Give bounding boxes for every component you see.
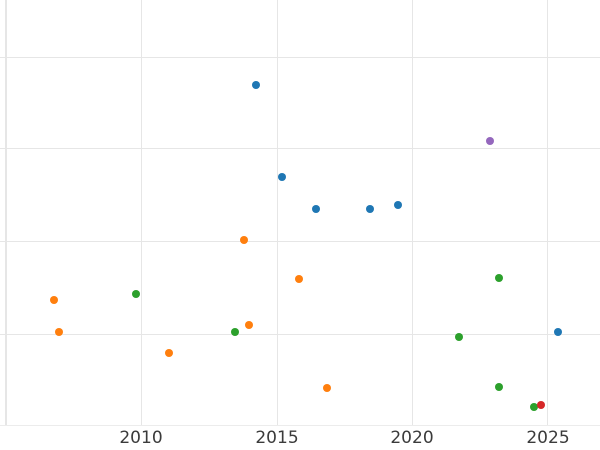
x-tick-label: 2020: [390, 428, 434, 448]
data-point-orange: [240, 236, 248, 244]
data-point-green: [495, 383, 503, 391]
data-point-orange: [295, 275, 303, 283]
data-point-green: [231, 328, 239, 336]
data-point-blue: [366, 205, 374, 213]
data-point-green: [495, 274, 503, 282]
data-point-green: [455, 333, 463, 341]
x-tick-label: 2025: [526, 428, 570, 448]
data-point-orange: [165, 349, 173, 357]
data-point-green: [132, 290, 140, 298]
data-point-purple: [486, 137, 494, 145]
horizontal-gridline: [0, 241, 600, 242]
data-point-orange: [323, 384, 331, 392]
vertical-gridline: [412, 0, 413, 425]
data-point-blue: [252, 81, 260, 89]
data-point-blue: [278, 173, 286, 181]
horizontal-gridline: [0, 148, 600, 149]
data-point-blue: [312, 205, 320, 213]
plot-area: [0, 0, 600, 426]
vertical-gridline: [277, 0, 278, 425]
data-point-blue: [554, 328, 562, 336]
horizontal-gridline: [0, 57, 600, 58]
x-tick-label: 2010: [119, 428, 163, 448]
data-point-orange: [50, 296, 58, 304]
data-point-orange: [245, 321, 253, 329]
x-axis: 2010 2015 2020 2025: [0, 425, 600, 450]
vertical-gridline: [141, 0, 142, 425]
data-point-orange: [55, 328, 63, 336]
data-point-blue: [394, 201, 402, 209]
x-tick-label: 2015: [255, 428, 299, 448]
horizontal-gridline: [0, 334, 600, 335]
data-point-red: [537, 401, 545, 409]
vertical-gridline: [5, 0, 7, 425]
data-point-green: [530, 403, 538, 411]
vertical-gridline: [547, 0, 548, 425]
